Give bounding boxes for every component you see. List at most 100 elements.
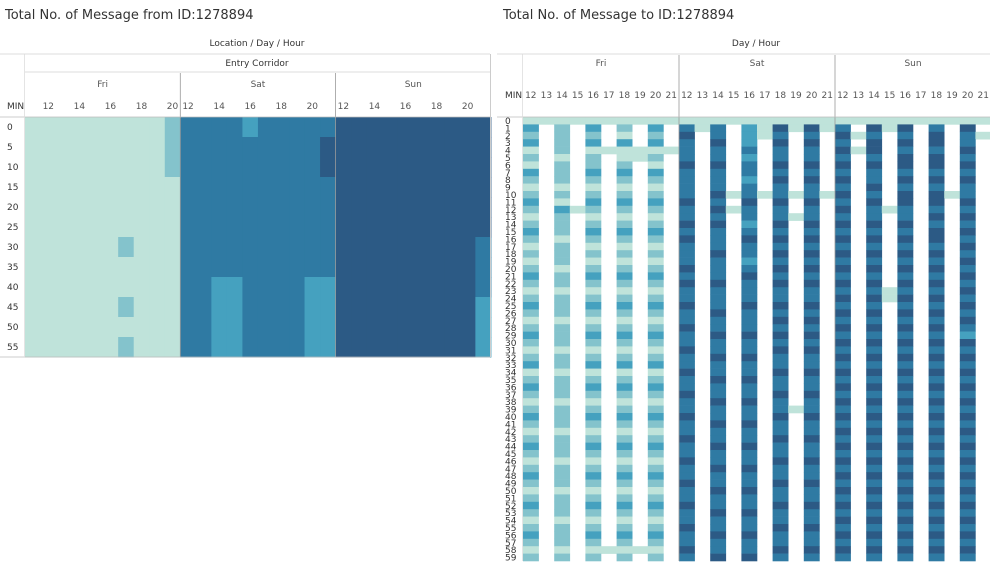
left-chart-title: Total No. of Message from ID:1278894: [5, 8, 254, 23]
heatmap-cell: [679, 435, 695, 443]
heatmap-cell: [803, 257, 820, 266]
heatmap-cell: [741, 383, 758, 392]
heatmap-cell: [928, 368, 945, 377]
minute-label: 30: [505, 339, 517, 349]
heatmap-cell: [741, 287, 758, 295]
heatmap-cell: [647, 553, 664, 562]
heatmap-cell: [928, 472, 945, 480]
heatmap-cell: [803, 368, 820, 377]
heatmap-cell: [523, 361, 539, 369]
minute-label: 0: [505, 117, 511, 127]
heatmap-cell: [866, 398, 883, 406]
heatmap-cell: [647, 324, 664, 332]
heatmap-cell: [835, 472, 851, 480]
heatmap-cell: [351, 237, 368, 258]
minute-label: 40: [505, 413, 517, 423]
heatmap-cell: [866, 479, 883, 488]
heatmap-cell: [25, 257, 42, 278]
minute-label: 52: [505, 502, 516, 512]
minute-label: 36: [505, 383, 517, 393]
heatmap-cell: [647, 464, 664, 473]
heatmap-cell: [304, 177, 321, 198]
heatmap-cell: [366, 117, 383, 138]
heatmap-cell: [304, 317, 321, 338]
heatmap-cell: [585, 228, 602, 236]
heatmap-cell: [616, 398, 633, 406]
heatmap-cell: [866, 220, 883, 229]
heatmap-cell: [56, 117, 73, 138]
heatmap-cell: [741, 494, 758, 503]
heatmap-cell: [585, 309, 602, 318]
heatmap-cell: [741, 413, 758, 421]
heatmap-cell: [897, 457, 914, 466]
heatmap-cell: [866, 257, 883, 266]
heatmap-cell: [741, 464, 758, 473]
heatmap-cell: [741, 176, 758, 184]
heatmap-cell: [741, 353, 758, 362]
hour-label: 16: [244, 102, 256, 112]
heatmap-cell: [257, 297, 274, 318]
heatmap-cell: [835, 287, 851, 295]
heatmap-cell: [741, 294, 758, 303]
heatmap-cell: [959, 131, 976, 140]
heatmap-cell: [428, 277, 445, 298]
hour-label: 21: [821, 91, 832, 101]
heatmap-cell: [554, 509, 571, 517]
heatmap-cell: [87, 117, 104, 138]
heatmap-cell: [366, 237, 383, 258]
heatmap-cell: [741, 265, 758, 273]
heatmap-cell: [803, 124, 820, 133]
heatmap-cell: [164, 117, 181, 138]
heatmap-cell: [928, 220, 945, 229]
heatmap-cell: [710, 257, 727, 266]
heatmap-cell: [428, 257, 445, 278]
heatmap-cell: [803, 176, 820, 184]
heatmap-cell: [835, 457, 851, 466]
heatmap-cell: [585, 405, 602, 414]
heatmap-cell: [616, 450, 633, 458]
heatmap-cell: [679, 265, 695, 273]
heatmap-cell: [897, 228, 914, 236]
heatmap-cell: [601, 546, 617, 554]
heatmap-cell: [289, 157, 306, 178]
heatmap-cell: [835, 427, 851, 436]
minute-label: 53: [505, 509, 516, 519]
heatmap-cell: [866, 228, 883, 236]
heatmap-cell: [928, 205, 945, 214]
heatmap-cell: [647, 302, 664, 310]
heatmap-cell: [366, 157, 383, 178]
heatmap-cell: [616, 353, 633, 362]
heatmap-cell: [428, 217, 445, 238]
heatmap-cell: [803, 405, 820, 414]
heatmap-cell: [289, 237, 306, 258]
heatmap-cell: [585, 420, 602, 429]
heatmap-cell: [772, 220, 789, 229]
heatmap-cell: [554, 257, 571, 266]
heatmap-cell: [585, 531, 602, 540]
heatmap-cell: [585, 538, 602, 547]
heatmap-cell: [273, 317, 290, 338]
heatmap-cell: [397, 197, 414, 218]
minute-label: 21: [505, 272, 516, 282]
heatmap-cell: [897, 346, 914, 355]
heatmap-cell: [616, 442, 633, 451]
heatmap-cell: [335, 237, 352, 258]
heatmap-cell: [87, 257, 104, 278]
heatmap-cell: [959, 265, 976, 273]
heatmap-cell: [585, 464, 602, 473]
heatmap-cell: [40, 217, 57, 238]
heatmap-cell: [928, 435, 945, 443]
heatmap-cell: [772, 487, 789, 495]
heatmap-cell: [741, 324, 758, 332]
heatmap-cell: [382, 317, 399, 338]
heatmap-cell: [835, 139, 851, 147]
heatmap-cell: [897, 472, 914, 480]
heatmap-cell: [257, 157, 274, 178]
heatmap-cell: [959, 346, 976, 355]
heatmap-cell: [679, 494, 695, 503]
heatmap-cell: [523, 309, 539, 318]
heatmap-cell: [679, 205, 695, 214]
heatmap-cell: [835, 442, 851, 451]
heatmap-cell: [772, 272, 789, 281]
heatmap-cell: [585, 198, 602, 207]
